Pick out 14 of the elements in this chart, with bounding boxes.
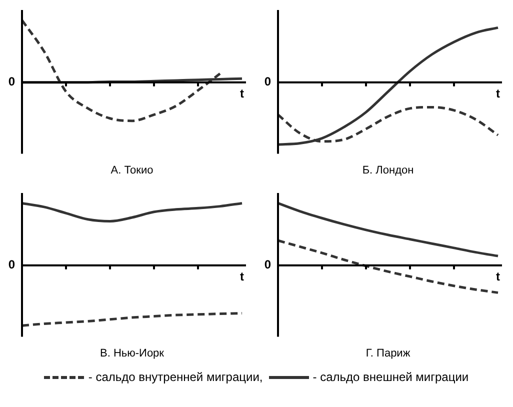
text: 0 — [264, 74, 272, 89]
x-axis-title: t — [496, 270, 500, 284]
x-axis-title: t — [496, 86, 500, 101]
text: 0 — [8, 258, 16, 272]
x-axis-title: t — [240, 86, 244, 101]
text: 0 — [264, 258, 272, 272]
legend-label: - сальдо внутренней миграции, — [88, 370, 263, 384]
text: А. Токио — [110, 164, 154, 176]
text: 0 — [8, 74, 16, 89]
text: Б. Лондон — [362, 164, 414, 176]
text: Г. Париж — [366, 347, 411, 360]
text: В. Нью-Иорк — [100, 347, 164, 360]
legend-label: - сальдо внешней миграции — [312, 370, 469, 384]
x-axis-title: t — [240, 270, 244, 284]
